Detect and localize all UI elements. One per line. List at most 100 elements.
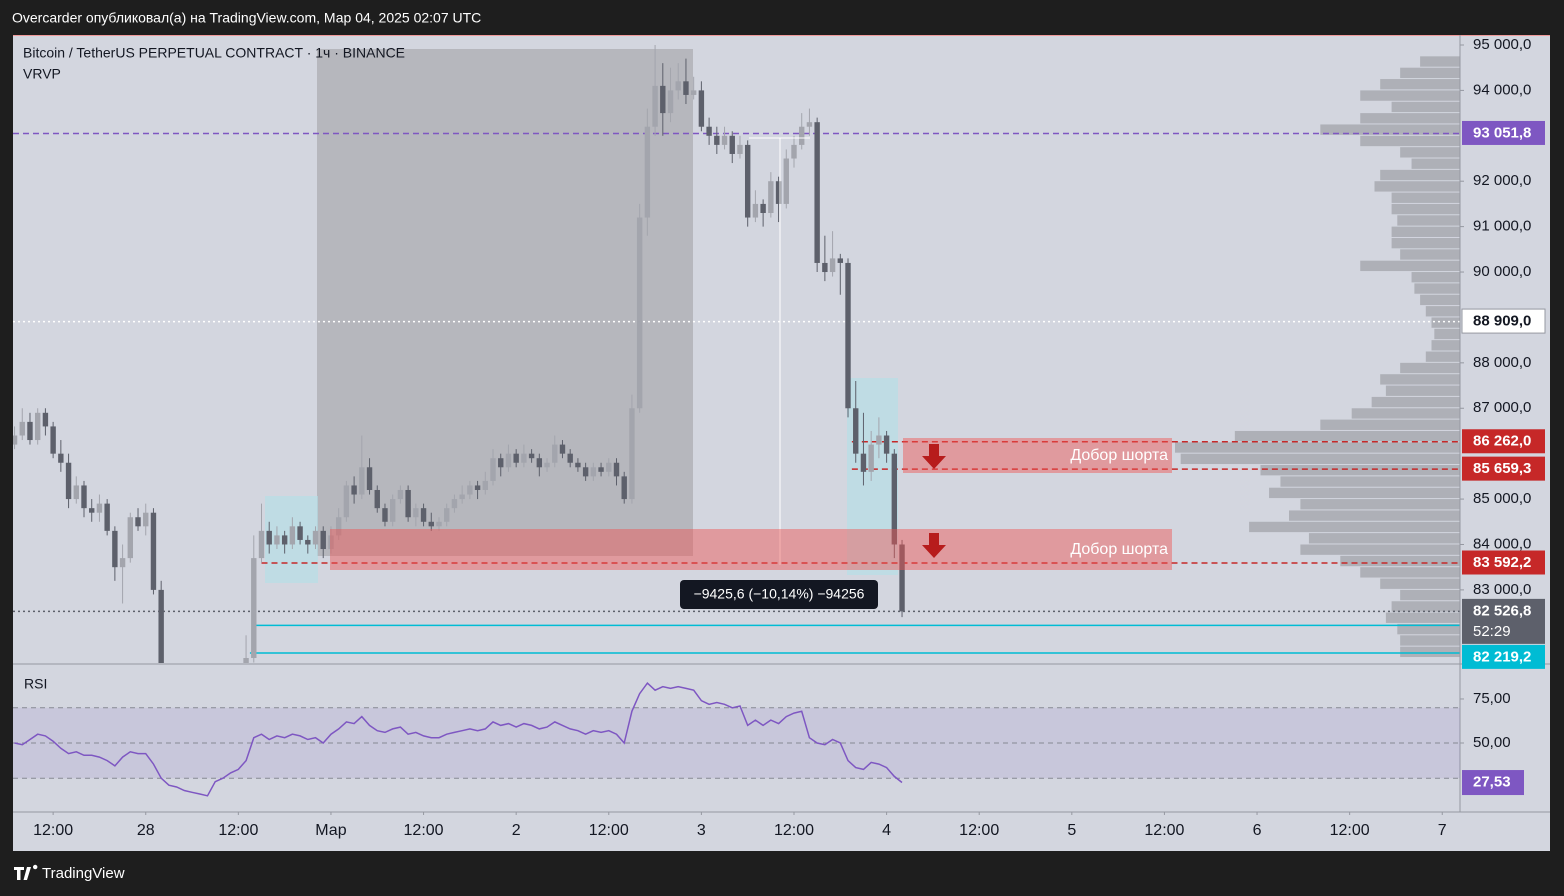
price-label-box	[1462, 456, 1545, 481]
arrow-down	[922, 533, 946, 558]
candle-body	[744, 144, 751, 218]
price-label: 93 051,8	[1473, 124, 1531, 141]
countdown: 52:29	[1473, 623, 1511, 640]
candle-body	[158, 589, 164, 663]
volume-row	[1300, 544, 1460, 555]
x-tick-label: 2	[512, 822, 521, 839]
candle-body	[876, 435, 882, 445]
zone	[330, 529, 1172, 570]
candle-body	[96, 503, 103, 513]
candle-body	[698, 90, 705, 127]
volume-row	[1400, 646, 1460, 658]
candle-body	[636, 217, 643, 409]
candle-body	[104, 503, 110, 531]
volume-row	[1260, 465, 1460, 476]
axes: 83 000,0 84 000,0 85 000,0 87 000,0 88 000,0…	[33, 36, 1546, 839]
candle-body	[521, 453, 527, 463]
candle-body	[50, 426, 56, 454]
candle-body	[42, 412, 49, 427]
candle-body	[606, 462, 612, 472]
measure-label: −9425,6 (−10,14%) −94256	[694, 586, 865, 602]
volume-row	[1380, 578, 1460, 589]
x-tick-label: 28	[137, 822, 155, 839]
candle-body	[150, 512, 157, 590]
price-label-box	[1462, 598, 1545, 644]
candle-body	[498, 458, 504, 468]
volume-row	[1340, 555, 1460, 567]
volume-row	[1400, 589, 1460, 601]
volume-row	[1400, 635, 1460, 646]
volume-row	[1391, 203, 1460, 215]
volume-row	[1391, 601, 1460, 612]
measure-area	[317, 49, 693, 556]
volume-row	[1385, 612, 1460, 623]
candle-body	[359, 467, 365, 495]
candle-body	[413, 508, 419, 518]
candle-body	[829, 258, 836, 273]
price-label-box	[1461, 308, 1546, 334]
candle-body	[799, 126, 805, 145]
volume-row	[1360, 113, 1460, 124]
candle-body	[374, 489, 380, 509]
price-label-box	[1462, 644, 1545, 669]
candle-body	[428, 521, 434, 527]
candle-body	[683, 81, 689, 95]
x-tick-label: 12:00	[1330, 822, 1370, 839]
volume-row	[1380, 169, 1460, 181]
x-tick-label: 7	[1438, 822, 1447, 839]
x-tick-label: 3	[697, 822, 706, 839]
candle-body	[289, 526, 296, 545]
candle-body	[13, 435, 18, 445]
candle-body	[582, 467, 589, 477]
candle-body	[274, 535, 280, 545]
volume-row	[1400, 147, 1460, 158]
candle-body	[652, 85, 658, 127]
candle-body	[320, 530, 326, 550]
volume-row	[1234, 430, 1460, 442]
volume-row	[1380, 79, 1460, 90]
candle-body	[791, 144, 797, 159]
candle-body	[143, 512, 149, 527]
candle-body	[351, 485, 357, 495]
candle-body	[644, 126, 651, 218]
volume-row	[1411, 272, 1460, 283]
candle-body	[19, 421, 25, 436]
volume-row	[1300, 499, 1460, 510]
footer-brand: TradingView	[42, 865, 125, 882]
rsi-tick-label: 50,00	[1473, 734, 1511, 751]
candle-body	[729, 135, 735, 154]
volume-row	[1360, 260, 1460, 272]
price-label-box	[1462, 120, 1545, 145]
rsi-label-box	[1462, 770, 1524, 796]
candle-body	[552, 444, 558, 463]
candle-body	[752, 203, 759, 218]
candle-body	[135, 517, 141, 527]
candle-body	[544, 462, 550, 468]
volume-row	[1360, 567, 1460, 578]
header: Overcarder опубликовал(а) на TradingView…	[12, 10, 481, 26]
zone-label: Добор шорта	[1070, 447, 1168, 464]
volume-row	[1320, 124, 1460, 135]
candle-body	[860, 453, 867, 472]
volume-row	[1434, 328, 1460, 340]
candle-body	[474, 485, 481, 490]
candle-body	[667, 90, 674, 114]
y-tick-label: 87 000,0	[1473, 399, 1531, 416]
zone-label: Добор шорта	[1070, 541, 1168, 558]
x-tick-label: 6	[1253, 822, 1262, 839]
candle-body	[281, 535, 288, 545]
candle-body	[243, 658, 249, 663]
volume-row	[1280, 476, 1460, 487]
candle-body	[868, 444, 874, 472]
y-tick-label: 83 000,0	[1473, 581, 1531, 598]
candle-body	[389, 499, 396, 522]
volume-row	[1400, 67, 1460, 79]
volume-row	[1391, 192, 1460, 203]
candle-body	[899, 544, 905, 612]
volume-row	[1397, 623, 1460, 635]
y-tick-label: 84 000,0	[1473, 535, 1531, 552]
x-tick-label: 12:00	[959, 822, 999, 839]
price-label-box	[1462, 550, 1545, 575]
candle-body	[775, 181, 782, 204]
candle-body	[536, 458, 543, 468]
